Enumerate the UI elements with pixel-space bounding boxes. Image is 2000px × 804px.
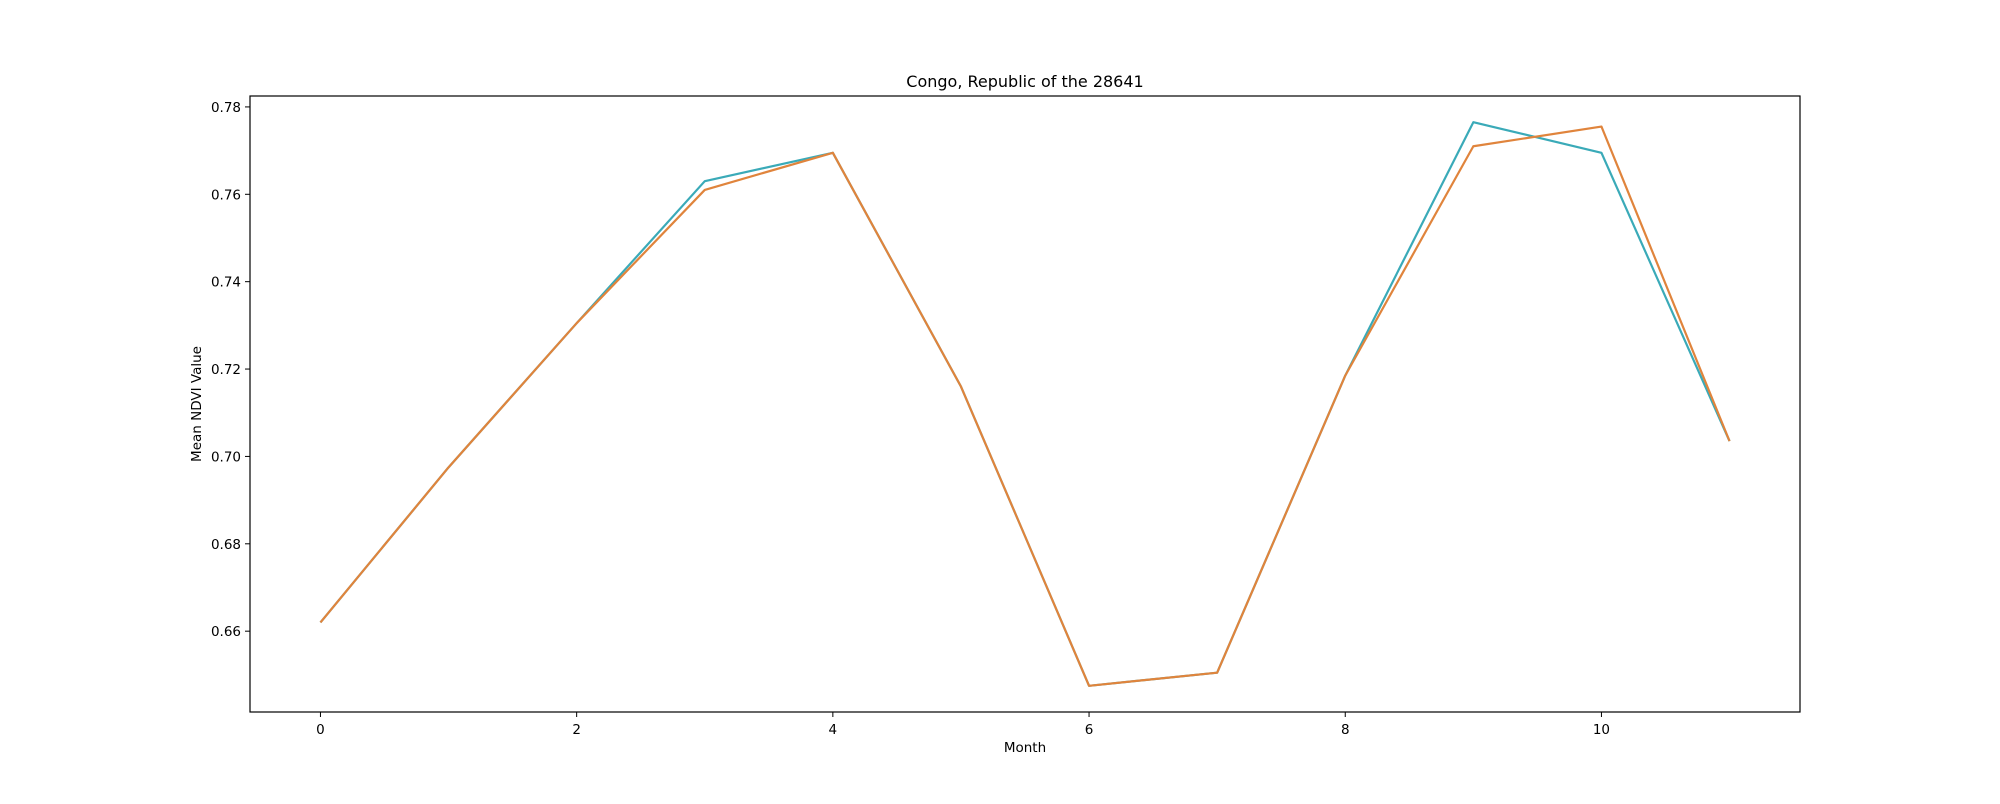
x-tick-label: 6	[1085, 722, 1094, 738]
x-tick-label: 0	[316, 722, 325, 738]
x-axis-label: Month	[1004, 740, 1046, 756]
y-axis-label: Mean NDVI Value	[189, 346, 205, 462]
y-tick-label: 0.66	[211, 624, 241, 640]
x-tick-label: 10	[1593, 722, 1610, 738]
axes-frame	[249, 95, 1801, 713]
y-tick-label: 0.76	[211, 187, 241, 203]
y-tick-label: 0.68	[211, 537, 241, 553]
y-tick-label: 0.72	[211, 362, 241, 378]
chart-title: Congo, Republic of the 28641	[906, 72, 1143, 91]
y-axis-ticks: 0.66 0.68 0.70 0.72 0.74 0.76 0.78	[211, 100, 250, 640]
y-tick-label: 0.78	[211, 100, 241, 116]
x-tick-label: 8	[1341, 722, 1350, 738]
y-tick-label: 0.74	[211, 275, 241, 291]
x-axis-ticks: 0 2 4 6 8 10	[316, 712, 1610, 738]
x-tick-label: 2	[572, 722, 581, 738]
series-line-1	[319, 121, 1731, 687]
series-line-2	[319, 125, 1731, 687]
plot-lines	[319, 121, 1731, 687]
y-tick-label: 0.70	[211, 449, 241, 465]
x-tick-label: 4	[829, 722, 838, 738]
